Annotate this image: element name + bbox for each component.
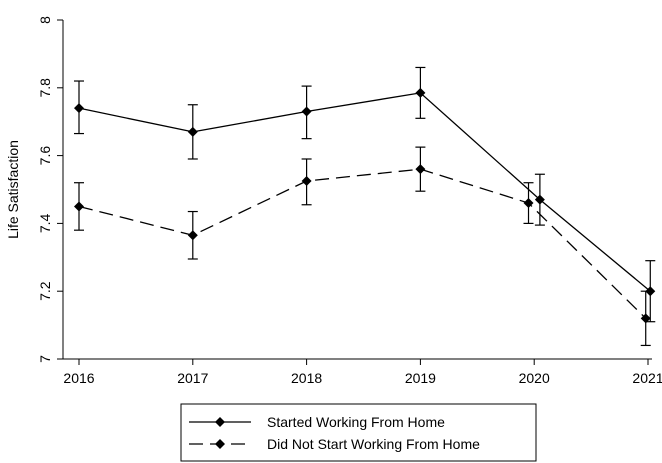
legend-marker — [215, 417, 225, 427]
legend: Started Working From Home Did Not Start W… — [180, 403, 537, 462]
y-tick-label: 7.6 — [37, 146, 53, 166]
series-layer — [74, 66, 656, 347]
legend-box — [180, 403, 537, 462]
data-point — [187, 126, 198, 137]
y-tick-label: 7 — [37, 355, 53, 363]
data-point — [415, 164, 426, 175]
series-line — [78, 92, 651, 292]
data-point — [415, 87, 426, 98]
data-point — [534, 194, 545, 205]
data-point — [187, 230, 198, 241]
data-point — [74, 103, 84, 114]
y-axis-title: Life Satisfaction — [5, 140, 21, 239]
legend-label: Started Working From Home — [267, 414, 445, 430]
x-tick-label: 2017 — [177, 370, 208, 386]
data-point — [301, 106, 312, 117]
series-2 — [74, 146, 651, 347]
data-point — [74, 201, 84, 212]
x-tick-label: 2016 — [63, 370, 94, 386]
y-tick-label: 7.2 — [37, 281, 53, 301]
y-tick-label: 7.4 — [37, 213, 53, 233]
series-line — [78, 168, 647, 319]
legend-marker — [215, 439, 225, 449]
legend-item: Did Not Start Working From Home — [189, 436, 480, 452]
x-tick-label: 2019 — [405, 370, 436, 386]
legend-label: Did Not Start Working From Home — [267, 436, 480, 452]
x-axis: 2016 2017 2018 2019 2020 2021 — [63, 358, 662, 386]
series-1 — [74, 66, 656, 323]
y-axis: 7 7.2 7.4 7.6 7.8 8 — [37, 16, 64, 363]
x-tick-label: 2018 — [291, 370, 322, 386]
data-point — [640, 313, 651, 324]
x-tick-label: 2020 — [519, 370, 550, 386]
data-point — [523, 198, 534, 209]
y-tick-label: 8 — [37, 16, 53, 24]
legend-item: Started Working From Home — [189, 414, 445, 430]
y-tick-label: 7.8 — [37, 78, 53, 98]
data-point — [301, 176, 312, 187]
x-tick-label: 2021 — [632, 370, 662, 386]
